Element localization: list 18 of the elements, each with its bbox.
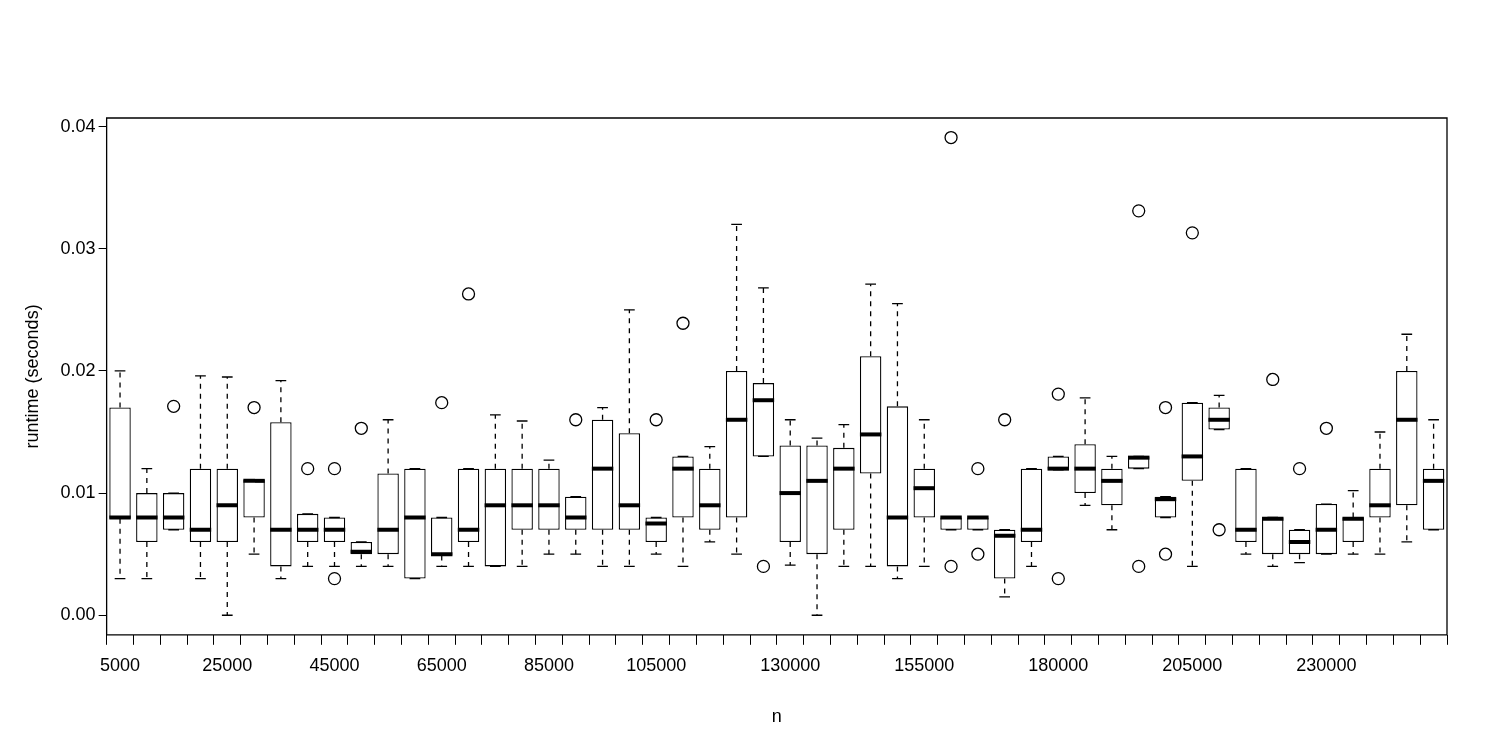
x-tick-label: 105000 — [626, 654, 687, 675]
x-axis-title: n — [771, 706, 782, 727]
x-tick-label: 65000 — [416, 654, 467, 675]
y-tick-label: 0.04 — [60, 115, 96, 136]
y-tick-label: 0.03 — [60, 237, 96, 258]
x-tick-label: 205000 — [1162, 654, 1223, 675]
x-tick-label: 5000 — [100, 654, 141, 675]
x-tick-label: 85000 — [523, 654, 574, 675]
x-tick-label: 155000 — [894, 654, 955, 675]
y-tick-label: 0.01 — [60, 482, 96, 503]
y-tick-label: 0.02 — [60, 359, 96, 380]
x-tick-label: 45000 — [309, 654, 360, 675]
y-tick-label: 0.00 — [60, 604, 96, 625]
x-tick-label: 180000 — [1028, 654, 1089, 675]
x-tick-label: 25000 — [202, 654, 253, 675]
x-tick-label: 230000 — [1296, 654, 1357, 675]
x-tick-label: 130000 — [760, 654, 821, 675]
y-axis-title: runtime (seconds) — [21, 304, 42, 449]
